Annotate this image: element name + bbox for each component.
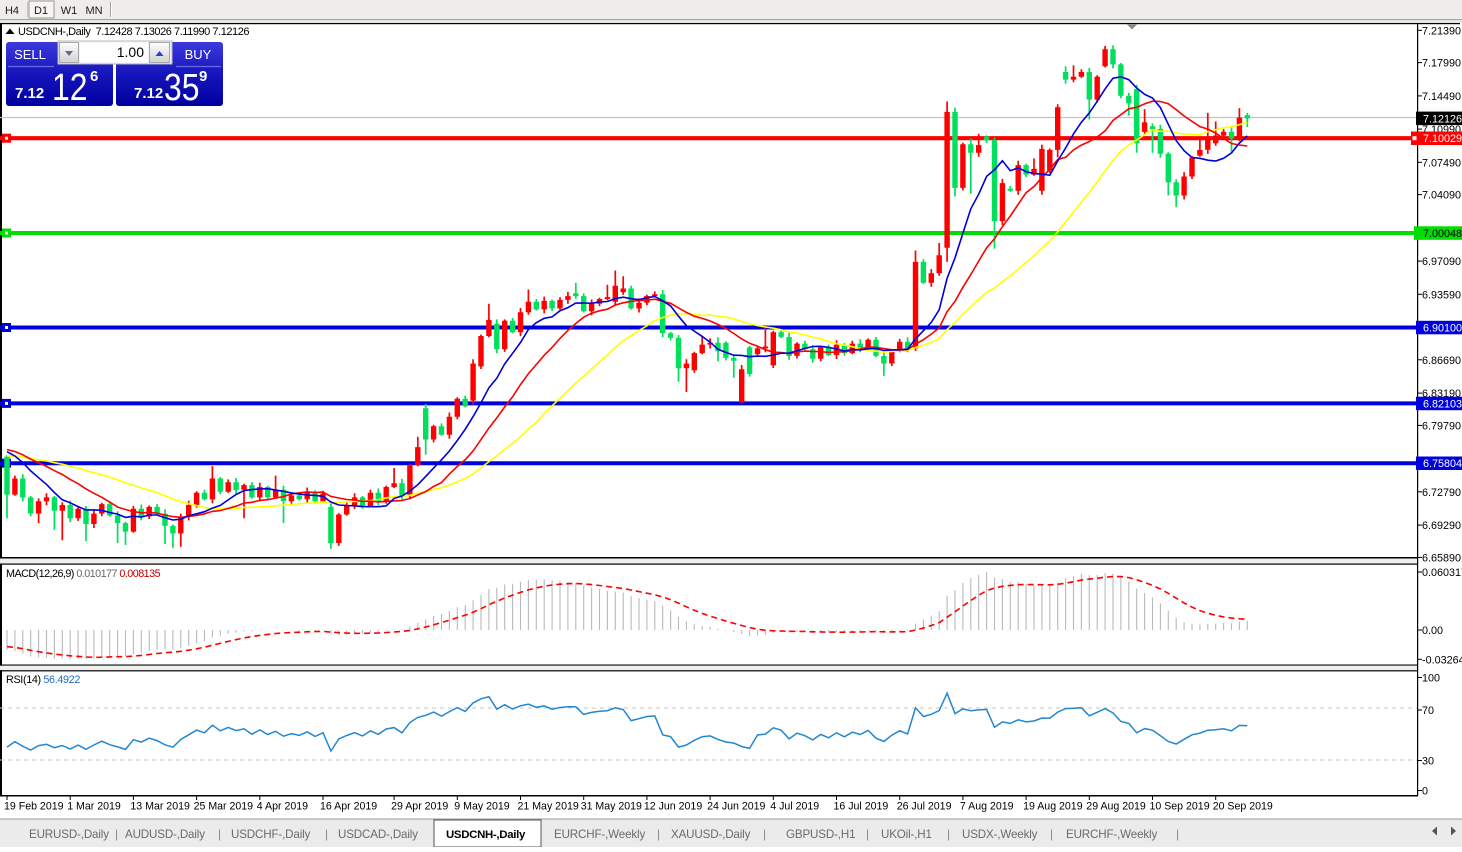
svg-text:7.12126: 7.12126 (1423, 113, 1462, 125)
svg-text:XAUUSD-,Daily: XAUUSD-,Daily (671, 828, 751, 841)
svg-text:7.17990: 7.17990 (1422, 58, 1461, 70)
svg-text:19 Feb 2019: 19 Feb 2019 (4, 801, 64, 813)
svg-text:RSI(14) 56.4922: RSI(14) 56.4922 (6, 674, 80, 686)
svg-text:EURUSD-,Daily: EURUSD-,Daily (29, 828, 109, 841)
svg-text:6.72790: 6.72790 (1422, 487, 1461, 499)
svg-text:-0.032648: -0.032648 (1422, 654, 1462, 666)
svg-text:26 Jul 2019: 26 Jul 2019 (897, 801, 952, 813)
svg-text:1 Mar 2019: 1 Mar 2019 (67, 801, 121, 813)
svg-text:USDX-,Weekly: USDX-,Weekly (962, 828, 1038, 841)
svg-text:6.79790: 6.79790 (1422, 420, 1461, 432)
svg-text:7.10029: 7.10029 (1423, 133, 1462, 145)
svg-text:|: | (1176, 827, 1179, 841)
svg-text:|: | (1050, 827, 1053, 841)
svg-text:1.00: 1.00 (117, 44, 144, 60)
svg-text:12: 12 (52, 66, 88, 108)
svg-text:7.21390: 7.21390 (1422, 25, 1461, 37)
svg-text:USDCAD-,Daily: USDCAD-,Daily (338, 828, 418, 841)
svg-text:6.75804: 6.75804 (1423, 458, 1462, 470)
svg-text:MACD(12,26,9) 0.010177 0.00813: MACD(12,26,9) 0.010177 0.008135 (6, 568, 161, 580)
svg-text:6.97090: 6.97090 (1422, 256, 1461, 268)
svg-text:6.90100: 6.90100 (1423, 323, 1462, 335)
svg-text:UKOil-,H1: UKOil-,H1 (881, 828, 932, 841)
svg-text:BUY: BUY (185, 47, 212, 62)
svg-text:7 Aug 2019: 7 Aug 2019 (960, 801, 1014, 813)
svg-text:20 Sep 2019: 20 Sep 2019 (1213, 801, 1273, 813)
svg-text:9: 9 (199, 68, 207, 85)
svg-text:EURCHF-,Weekly: EURCHF-,Weekly (1066, 828, 1157, 841)
svg-text:12 Jun 2019: 12 Jun 2019 (644, 801, 702, 813)
svg-text:70: 70 (1422, 705, 1434, 717)
svg-text:9 May 2019: 9 May 2019 (454, 801, 509, 813)
svg-text:GBPUSD-,H1: GBPUSD-,H1 (786, 828, 855, 841)
svg-text:USDCNH-,Daily 7.12428 7.13026: USDCNH-,Daily 7.12428 7.13026 7.11990 7.… (18, 26, 249, 38)
svg-text:30: 30 (1422, 756, 1434, 768)
svg-text:19 Aug 2019: 19 Aug 2019 (1023, 801, 1083, 813)
svg-text:W1: W1 (61, 5, 78, 17)
svg-text:21 May 2019: 21 May 2019 (518, 801, 579, 813)
svg-text:0.00: 0.00 (1422, 625, 1443, 637)
svg-text:4 Apr 2019: 4 Apr 2019 (257, 801, 308, 813)
svg-text:4 Jul 2019: 4 Jul 2019 (770, 801, 819, 813)
svg-text:7.00048: 7.00048 (1423, 228, 1462, 240)
svg-text:13 Mar 2019: 13 Mar 2019 (130, 801, 190, 813)
svg-text:USDCNH-,Daily: USDCNH-,Daily (446, 829, 526, 841)
svg-text:35: 35 (164, 66, 200, 108)
svg-text:|: | (115, 827, 118, 841)
svg-text:7.12: 7.12 (15, 85, 44, 102)
svg-text:D1: D1 (34, 5, 48, 17)
svg-text:29 Apr 2019: 29 Apr 2019 (391, 801, 448, 813)
svg-text:|: | (218, 827, 221, 841)
svg-text:6.69290: 6.69290 (1422, 520, 1461, 532)
svg-text:7.14490: 7.14490 (1422, 91, 1461, 103)
svg-text:SELL: SELL (14, 47, 46, 62)
svg-text:6: 6 (90, 68, 98, 85)
svg-text:7.12: 7.12 (134, 85, 163, 102)
svg-text:H4: H4 (5, 5, 19, 17)
svg-text:16 Apr 2019: 16 Apr 2019 (320, 801, 377, 813)
svg-text:25 Mar 2019: 25 Mar 2019 (194, 801, 254, 813)
svg-text:6.65890: 6.65890 (1422, 552, 1461, 564)
svg-text:|: | (763, 827, 766, 841)
svg-text:EURCHF-,Weekly: EURCHF-,Weekly (554, 828, 645, 841)
svg-text:24 Jun 2019: 24 Jun 2019 (707, 801, 765, 813)
svg-text:|: | (325, 827, 328, 841)
svg-text:10 Sep 2019: 10 Sep 2019 (1150, 801, 1210, 813)
svg-text:7.04090: 7.04090 (1422, 190, 1461, 202)
svg-text:MN: MN (85, 5, 102, 17)
svg-text:6.86690: 6.86690 (1422, 355, 1461, 367)
svg-text:|: | (657, 827, 660, 841)
svg-text:AUDUSD-,Daily: AUDUSD-,Daily (125, 828, 205, 841)
svg-text:100: 100 (1422, 673, 1440, 685)
svg-text:0: 0 (1422, 786, 1428, 798)
svg-text:31 May 2019: 31 May 2019 (581, 801, 642, 813)
svg-text:USDCHF-,Daily: USDCHF-,Daily (231, 828, 311, 841)
svg-text:7.07490: 7.07490 (1422, 157, 1461, 169)
svg-text:|: | (866, 827, 869, 841)
svg-text:6.93590: 6.93590 (1422, 289, 1461, 301)
svg-text:0.060317: 0.060317 (1422, 567, 1462, 579)
svg-text:29 Aug 2019: 29 Aug 2019 (1086, 801, 1146, 813)
svg-text:16 Jul 2019: 16 Jul 2019 (834, 801, 889, 813)
svg-text:6.82103: 6.82103 (1423, 398, 1462, 410)
svg-text:|: | (947, 827, 950, 841)
